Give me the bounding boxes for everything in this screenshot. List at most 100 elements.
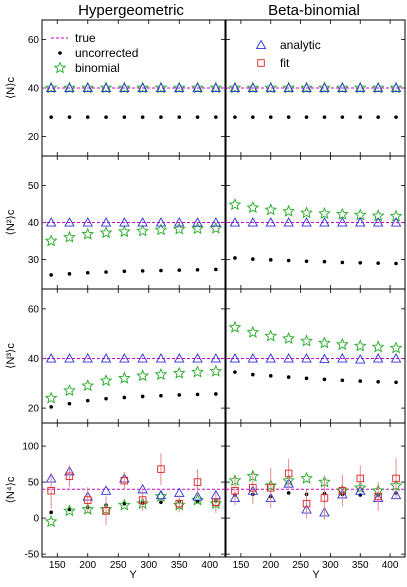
point-triangle [229,217,241,227]
point-triangle [301,217,312,227]
point-triangle [155,217,167,227]
point-triangle [247,217,259,227]
point-dot [322,115,327,119]
point-dot [358,493,363,497]
point-dot [122,395,127,400]
point-dot [376,261,380,265]
point-dot [251,115,255,119]
panel-third-right [225,288,406,424]
point-star [300,334,313,347]
x-tick-label: 300 [140,560,157,571]
y-tick-label: 50 [28,181,40,192]
point-dot [85,398,90,403]
point-triangle [283,217,294,227]
series-uncorrected [49,267,218,277]
point-dot [49,510,53,515]
point-dot [67,401,72,406]
point-triangle [119,217,130,227]
legend-analytic-swatch [255,39,267,50]
point-dot [322,259,327,264]
x-tick-label: 400 [201,560,218,571]
series-binomial [44,364,223,404]
point-triangle [155,82,167,93]
point-triangle [319,353,330,364]
point-dot [251,372,255,377]
x-tick-label: 350 [352,560,369,571]
point-square [356,474,365,483]
series-binomial [228,81,403,94]
point-triangle [372,217,384,227]
series-uncorrected [233,115,398,119]
point-star [172,366,186,379]
point-triangle [229,353,241,363]
point-star [81,81,95,94]
point-triangle [247,353,259,363]
x-tick-label: 400 [382,560,399,571]
point-star [353,81,367,94]
point-dot [233,115,237,119]
point-dot [195,499,200,504]
point-dot [195,267,200,272]
point-dot [195,115,200,119]
panel-top-left: 20 40 60 ⟨N⟩c [5,19,226,157]
point-dot [304,376,309,381]
point-dot [49,405,53,409]
point-star [81,227,95,240]
point-star [264,329,278,342]
y-tick-label: 60 [28,35,40,46]
point-dot [85,115,90,119]
point-square [102,507,110,515]
point-square [231,486,239,495]
y-tick-label: 0 [33,514,39,525]
point-star [389,341,403,354]
point-star [99,81,113,94]
point-dot [140,115,145,119]
point-star [246,201,260,214]
legend-fit-swatch [257,59,265,67]
series-analytic [229,353,402,364]
point-square [175,499,183,508]
point-star [191,365,204,378]
y-axis-label: ⟨N⟩c [5,76,17,99]
y-tick-label: 40 [28,354,40,365]
point-star [228,320,242,333]
point-dot [394,115,398,119]
point-star [318,336,331,349]
point-dot [376,115,380,119]
point-triangle [390,353,402,363]
point-star [264,203,278,216]
series-triangle [45,82,222,93]
x-tick-label: 150 [233,560,250,571]
point-square [302,499,311,508]
point-dot [268,258,273,262]
point-star [44,81,58,94]
point-dot [304,259,309,264]
point-dot [140,394,145,399]
point-triangle [45,353,57,363]
point-dot [159,115,163,119]
point-triangle [173,353,185,363]
point-triangle [229,82,241,93]
point-dot [104,270,108,274]
point-dot [358,115,363,119]
point-star [318,81,331,94]
point-square [338,486,347,495]
series-binomial [228,198,403,222]
point-dot [233,370,237,374]
point-square [120,476,129,485]
point-star [172,222,186,235]
point-dot [214,392,218,396]
point-dot [140,269,145,273]
point-triangle [390,217,402,227]
point-triangle [173,217,185,227]
point-dot [340,260,345,265]
x-axis-label-right: Y [312,569,320,581]
point-star [118,498,131,511]
point-star [44,391,58,404]
point-dot [159,500,163,505]
point-star [154,81,168,94]
point-dot [286,375,291,379]
point-triangle [155,353,167,363]
point-star [246,81,260,94]
y-tick-label: 100 [22,442,39,453]
